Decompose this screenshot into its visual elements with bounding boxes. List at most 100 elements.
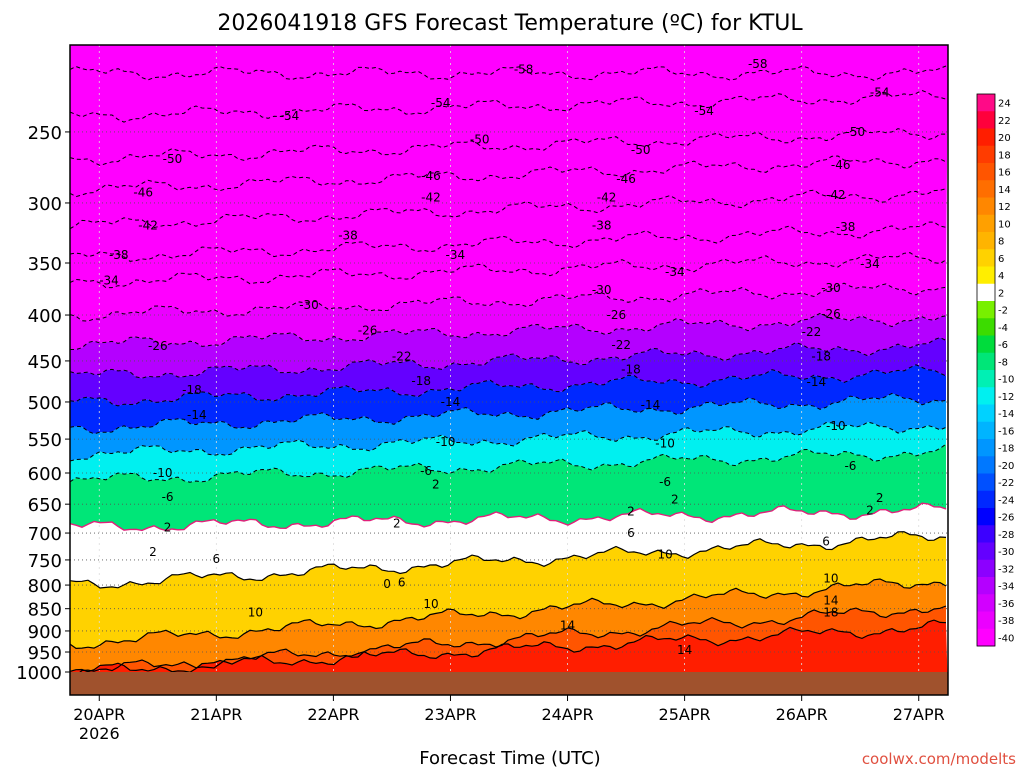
isotherm-label: 2: [432, 478, 440, 492]
isotherm-label: -42: [597, 191, 617, 205]
isotherm-label: 18: [823, 605, 838, 619]
isotherm-label: 2: [393, 516, 401, 530]
colorbar-swatch: [977, 352, 995, 371]
colorbar-swatch: [977, 456, 995, 474]
y-tick-label: 250: [28, 123, 62, 144]
temperature-band: [70, 364, 946, 434]
colorbar-swatch: [977, 404, 995, 423]
isotherm-label: -18: [411, 374, 431, 388]
y-tick-label: 800: [28, 576, 62, 597]
isotherm-label: -46: [133, 185, 153, 199]
y-tick-label: 350: [28, 254, 62, 275]
colorbar-label: 12: [998, 202, 1011, 213]
colorbar-swatch: [977, 197, 995, 216]
colorbar-frame: [976, 93, 996, 647]
isotherm-label: -38: [109, 248, 129, 262]
colorbar-swatch: [977, 249, 995, 267]
temperature-band: [70, 503, 946, 588]
colorbar-label: -38: [998, 616, 1014, 627]
plot-area: -58 -58 -54 -54 -54 -54 -50 -50 -50 -50 -46 -46 -46 -…: [70, 45, 948, 695]
isotherm-label: -34: [446, 248, 466, 262]
colorbar-swatch: [977, 214, 995, 233]
colorbar: 24 22 20 18 16 14 12 10 8 6 4 2 -2 -4 -6 -8 -10 -12 -14 -16…: [976, 93, 1014, 647]
isotherm: [70, 282, 947, 322]
isotherm-label: 10: [248, 605, 263, 619]
isotherm-label: -30: [299, 298, 319, 312]
isotherm-label: -10: [826, 419, 846, 433]
colorbar-swatch: [977, 266, 995, 285]
colorbar-swatch: [977, 232, 995, 250]
isotherm-label: -50: [163, 152, 183, 166]
temperature-band: [70, 531, 946, 649]
ground-layer: [70, 672, 948, 695]
colorbar-swatch: [977, 577, 995, 595]
isotherm-label: 2: [164, 520, 172, 534]
isotherm-label: 2: [866, 504, 874, 518]
isotherm-label: -38: [836, 220, 856, 234]
colorbar-label: 22: [998, 116, 1011, 127]
colorbar-swatch: [977, 335, 995, 354]
isotherm-lines: [70, 65, 947, 679]
colorbar-swatch: [977, 370, 995, 388]
x-tick-label: 24APR: [541, 705, 593, 724]
temperature-band: [70, 579, 946, 679]
y-tick-label: 650: [28, 495, 62, 516]
isotherm: [70, 221, 947, 262]
isotherm-label: -6: [420, 464, 432, 478]
temperature-band: [70, 444, 946, 531]
colorbar-label: 24: [998, 99, 1011, 110]
colorbar-label: -40: [998, 633, 1014, 644]
isotherm: [70, 443, 947, 483]
x-axis-label: Forecast Time (UTC): [419, 748, 600, 768]
isotherm: [70, 605, 947, 679]
isotherm-label: -54: [280, 109, 300, 123]
isotherm-label: -6: [659, 475, 671, 489]
isotherm-label: -14: [187, 408, 207, 422]
colorbar-swatch: [977, 525, 995, 543]
isotherm-label: -58: [748, 57, 768, 71]
plot-frame: [69, 44, 949, 696]
colorbar-label: -12: [998, 392, 1014, 403]
isotherm-label: -34: [860, 257, 880, 271]
isotherm-label: 10: [423, 597, 438, 611]
colorbar-label: 18: [998, 150, 1011, 161]
isotherm-label: -26: [148, 339, 168, 353]
isotherm: [70, 392, 947, 435]
x-tick-label: 20APR: [73, 705, 125, 724]
isotherm: [70, 252, 947, 289]
isotherm-label: -10: [153, 466, 173, 480]
y-tick-label: 750: [28, 551, 62, 572]
isotherm-labels: -58 -58 -54 -54 -54 -54 -50 -50 -50 -50 -46 -46 -46 -…: [99, 57, 889, 657]
isotherm-label: -58: [514, 63, 534, 77]
temperature-band: [70, 45, 948, 322]
y-tick-label: 850: [28, 600, 62, 621]
colorbar-label: 2: [998, 288, 1004, 299]
isotherm-label: -10: [436, 435, 456, 449]
colorbar-label: 16: [998, 168, 1011, 179]
colorbar-swatch: [977, 559, 995, 578]
y-tick-label: 450: [28, 352, 62, 373]
colorbar-label: 6: [998, 254, 1004, 265]
colorbar-label: -10: [998, 375, 1014, 386]
isotherm-label: -30: [592, 283, 612, 297]
y-tick-label: 1000: [16, 663, 62, 684]
colorbar-label: 4: [998, 271, 1004, 282]
chart-title: 2026041918 GFS Forecast Temperature (ºC)…: [217, 11, 803, 36]
x-tick-label: 21APR: [190, 705, 242, 724]
isotherm-label: 10: [657, 548, 672, 562]
y-tick-label: 700: [28, 524, 62, 545]
colorbar-swatch: [977, 628, 995, 647]
colorbar-swatch: [977, 508, 995, 526]
colorbar-label: -34: [998, 582, 1014, 593]
isotherm: [70, 578, 947, 650]
isotherm-label: -42: [138, 219, 158, 233]
isotherm-label: 14: [823, 593, 838, 607]
x-tick-label: 23APR: [424, 705, 476, 724]
isotherm-label: -14: [806, 375, 826, 389]
y-axis: 2503003504004505005506006507007508008509…: [16, 123, 70, 684]
colorbar-label: 10: [998, 219, 1011, 230]
temperature-band: [70, 313, 946, 379]
colorbar-swatch: [977, 128, 995, 147]
